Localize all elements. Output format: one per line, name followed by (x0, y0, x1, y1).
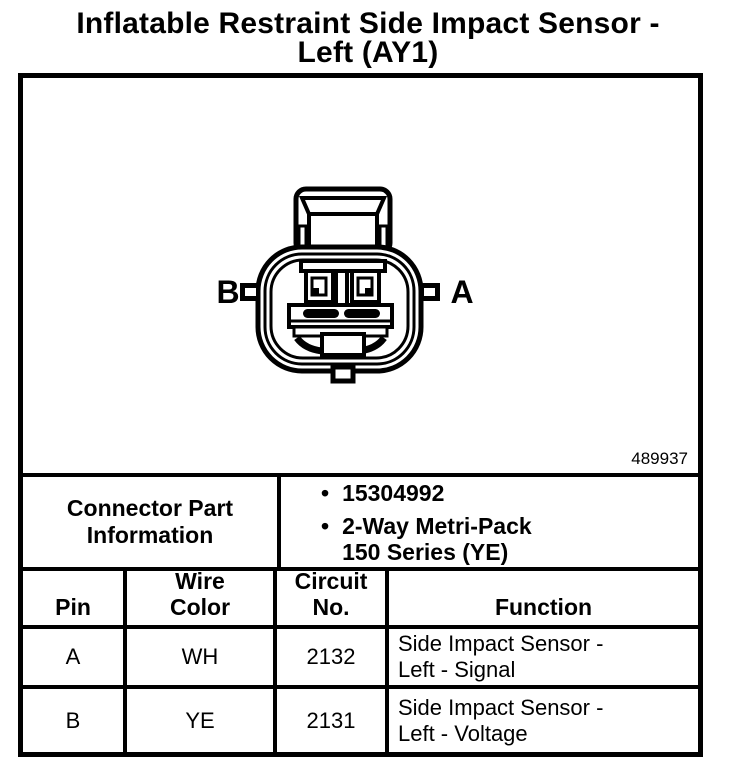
wire-color-value: YE (127, 689, 277, 752)
table-row: A WH 2132 Side Impact Sensor - Left - Si… (23, 629, 698, 689)
latch-keystone (298, 196, 388, 216)
connector-face-diagram: B A (216, 186, 474, 384)
function-value-cell: Side Impact Sensor - Left - Voltage (389, 689, 698, 752)
wing-left-slot (245, 288, 256, 296)
wire-color-value: WH (127, 629, 277, 685)
bullet-icon: • (321, 479, 330, 506)
page-title-line2: Left (AY1) (297, 36, 439, 69)
terminal-a-notch (365, 288, 372, 295)
list-item: • 15304992 (321, 480, 698, 506)
terminal-cavity-b (304, 269, 335, 304)
col-header-pin: Pin (23, 571, 127, 625)
circuit-no-value: 2131 (277, 689, 389, 752)
circuit-no-value: 2132 (277, 629, 389, 685)
pin-value: A (23, 629, 127, 685)
pin-label-b: B (216, 274, 239, 310)
seal-right (344, 309, 380, 318)
function-value: Side Impact Sensor - Left - Voltage (398, 694, 604, 746)
lower-shade-left (294, 335, 323, 355)
center-rib (334, 269, 349, 309)
function-value: Side Impact Sensor - Left - Signal (398, 631, 604, 682)
col-header-pin-label: Pin (55, 594, 91, 620)
col-header-wire-color: Wire Color (127, 568, 277, 625)
col-header-wire-color-label: Wire Color (169, 568, 231, 620)
col-header-circuit-no-label: Circuit No. (294, 568, 368, 620)
col-header-function-label: Function (494, 594, 593, 620)
connector-part-label-cell: Connector Part Information (23, 477, 281, 567)
pin-value: B (23, 689, 127, 752)
part-number: 15304992 (342, 479, 445, 506)
body-mid-shell (263, 252, 416, 366)
bottom-tab (330, 364, 356, 384)
list-item: • 2-Way Metri-Pack 150 Series (YE) (321, 513, 698, 565)
seal-left (303, 309, 339, 318)
col-header-circuit-no: Circuit No. (277, 568, 389, 625)
function-value-cell: Side Impact Sensor - Left - Signal (389, 629, 698, 685)
page-title-line1: Inflatable Restraint Side Impact Sensor … (76, 7, 660, 40)
connector-part-details-cell: • 15304992 • 2-Way Metri-Pack 150 Series… (281, 477, 698, 567)
connector-drawing (240, 186, 440, 384)
terminal-b-notch (312, 288, 319, 295)
table-header-row: Pin Wire Color Circuit No. Function (23, 568, 698, 629)
part-description: 2-Way Metri-Pack 150 Series (YE) (342, 512, 532, 565)
terminal-cavity-a (350, 269, 381, 304)
connector-diagram-cell: B A 489937 (23, 78, 698, 477)
connector-part-label: Connector Part Information (66, 495, 234, 548)
table-row: B YE 2131 Side Impact Sensor - Left - Vo… (23, 689, 698, 752)
pin-label-a: A (450, 274, 473, 310)
page-title: Inflatable Restraint Side Impact Sensor … (0, 7, 736, 69)
bullet-icon: • (321, 512, 330, 539)
bottom-window (320, 332, 366, 357)
col-header-function: Function (389, 571, 698, 625)
wing-right-slot (424, 288, 435, 296)
connector-info-table: B A 489937 Connector Part Information • … (18, 73, 703, 757)
figure-number: 489937 (631, 449, 688, 468)
connector-part-row: Connector Part Information • 15304992 • … (23, 477, 698, 571)
